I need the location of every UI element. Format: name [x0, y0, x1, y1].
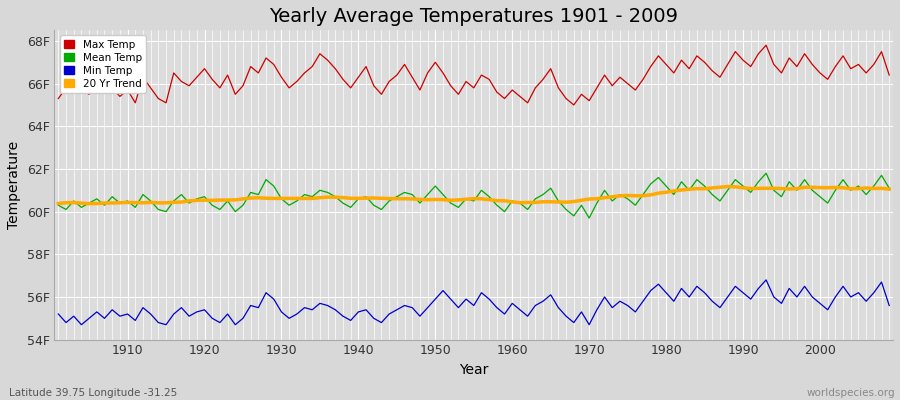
Legend: Max Temp, Mean Temp, Min Temp, 20 Yr Trend: Max Temp, Mean Temp, Min Temp, 20 Yr Tre…	[59, 36, 146, 93]
Title: Yearly Average Temperatures 1901 - 2009: Yearly Average Temperatures 1901 - 2009	[269, 7, 679, 26]
Text: Latitude 39.75 Longitude -31.25: Latitude 39.75 Longitude -31.25	[9, 388, 177, 398]
Text: worldspecies.org: worldspecies.org	[807, 388, 896, 398]
Y-axis label: Temperature: Temperature	[7, 141, 21, 229]
X-axis label: Year: Year	[459, 363, 489, 377]
